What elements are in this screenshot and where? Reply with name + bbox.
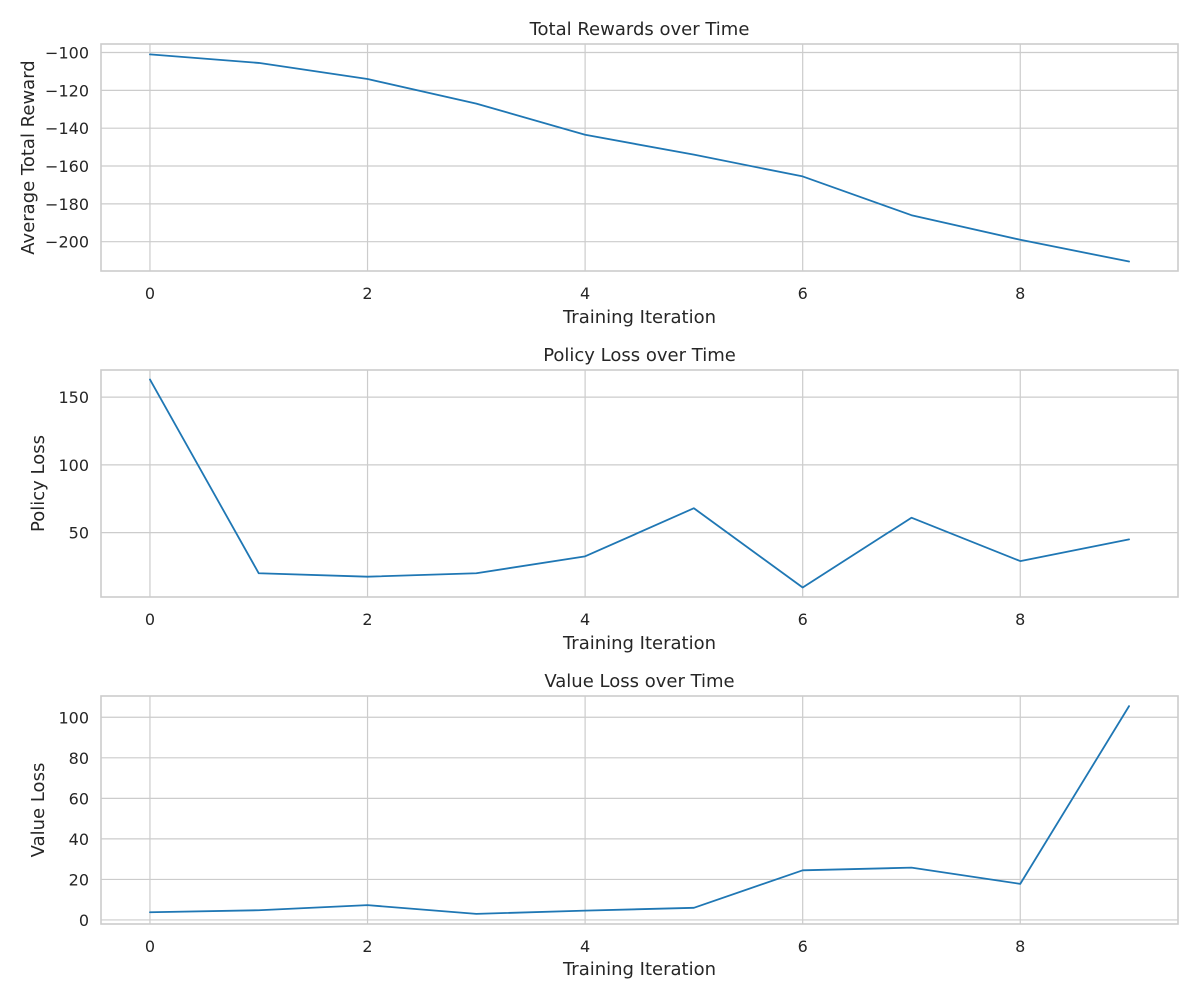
y-tick-label: −120 [45, 81, 89, 100]
chart-panel-value-loss: Value Loss over Time Training Iteration … [28, 671, 1179, 980]
plot-frame [100, 43, 1179, 272]
chart-panel-rewards: Total Rewards over Time Training Iterati… [18, 19, 1179, 328]
y-tick-label: −180 [45, 195, 89, 214]
y-tick-label: 100 [58, 708, 89, 727]
series-line [149, 705, 1130, 915]
y-tick-label: −160 [45, 157, 89, 176]
y-tick-label: 60 [69, 789, 89, 808]
x-tick-label: 2 [362, 284, 372, 303]
y-axis-label: Policy Loss [28, 435, 49, 532]
y-tick-label: −100 [45, 44, 89, 63]
y-tick-label: 20 [69, 870, 89, 889]
plot-frame [100, 695, 1179, 925]
x-tick-label: 8 [1015, 610, 1025, 629]
x-tick-label: 4 [580, 610, 590, 629]
y-tick-label: −140 [45, 119, 89, 138]
x-axis-label: Training Iteration [562, 307, 716, 328]
series-line [149, 378, 1130, 589]
plot-frame [100, 369, 1179, 598]
x-tick-label: 2 [362, 610, 372, 629]
y-tick-label: −200 [45, 233, 89, 252]
y-axis-label: Average Total Reward [18, 60, 39, 254]
x-tick-label: 0 [145, 610, 155, 629]
y-tick-label: 100 [58, 456, 89, 475]
chart-panel-policy-loss: Policy Loss over Time Training Iteration… [28, 345, 1179, 654]
x-tick-label: 6 [798, 610, 808, 629]
chart-title: Policy Loss over Time [543, 345, 736, 366]
x-tick-label: 2 [362, 937, 372, 956]
y-tick-label: 80 [69, 749, 89, 768]
y-tick-label: 0 [79, 911, 89, 930]
y-tick-label: 40 [69, 830, 89, 849]
x-tick-label: 4 [580, 937, 590, 956]
x-tick-label: 0 [145, 937, 155, 956]
chart-title: Total Rewards over Time [529, 19, 750, 40]
x-tick-label: 6 [798, 937, 808, 956]
y-axis-label: Value Loss [28, 763, 49, 858]
x-tick-label: 0 [145, 284, 155, 303]
x-tick-label: 8 [1015, 937, 1025, 956]
x-tick-label: 6 [798, 284, 808, 303]
x-tick-label: 8 [1015, 284, 1025, 303]
x-axis-label: Training Iteration [562, 959, 716, 980]
y-tick-label: 50 [69, 524, 89, 543]
chart-title: Value Loss over Time [544, 671, 734, 692]
x-axis-label: Training Iteration [562, 633, 716, 654]
series-line [149, 53, 1130, 263]
x-tick-label: 4 [580, 284, 590, 303]
y-tick-label: 150 [58, 388, 89, 407]
